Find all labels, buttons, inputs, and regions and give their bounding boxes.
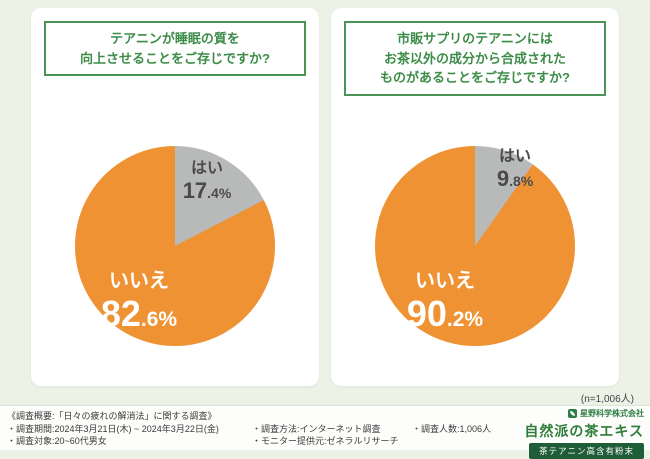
pie-1-graphic xyxy=(75,146,275,346)
question-box-2: 市販サプリのテアニンには お茶以外の成分から合成された ものがあることをご存じで… xyxy=(344,21,606,96)
survey-count: ・調査人数:1,006人 xyxy=(412,424,492,434)
survey-overview-title: 《調査概要:「日々の疲れの解消法」に関する調査》 xyxy=(7,411,217,421)
question-text-2: 市販サプリのテアニンには お茶以外の成分から合成された ものがあることをご存じで… xyxy=(380,31,570,85)
pie-1-no-name: いいえ xyxy=(109,270,169,292)
pie-1-no-value-frac: .6% xyxy=(140,308,178,331)
pie-1-yes-value: 17.4% xyxy=(183,178,232,203)
survey-card-2: 市販サプリのテアニンには お茶以外の成分から合成された ものがあることをご存じで… xyxy=(331,8,619,386)
pie-2-graphic xyxy=(375,146,575,346)
brand-block: 星野科学株式会社 自然派の茶エキス 茶テアニン高含有粉末 xyxy=(524,408,644,459)
pie-1-no-label: いいえ 82.6% xyxy=(83,270,195,334)
pie-2-yes-value-frac: .8% xyxy=(509,173,534,190)
company-leaf-logo-icon xyxy=(568,409,577,418)
pie-2-no-value-int: 90 xyxy=(406,293,447,334)
brand-product-name: 自然派の茶エキス xyxy=(524,425,644,440)
survey-card-1: テアニンが睡眠の質を 向上させることをご存じですか? はい 17.4% いいえ … xyxy=(31,8,319,386)
pie-2-yes-value: 9.8% xyxy=(497,166,533,191)
brand-product-ribbon: 茶テアニン高含有粉末 xyxy=(529,443,644,459)
pie-2-yes-label: はい 9.8% xyxy=(473,148,557,192)
pie-1-yes-value-frac: .4% xyxy=(207,185,232,202)
brand-company-row: 星野科学株式会社 xyxy=(568,408,644,419)
pie-1-no-value: 82.6% xyxy=(101,293,177,334)
survey-monitor: ・モニター提供元:ゼネラルリサーチ xyxy=(252,436,399,446)
survey-method: ・調査方法:インターネット調査 xyxy=(252,424,381,434)
survey-footer: 《調査概要:「日々の疲れの解消法」に関する調査》 ・調査期間:2024年3月21… xyxy=(0,405,650,459)
question-text-1: テアニンが睡眠の質を 向上させることをご存じですか? xyxy=(80,31,270,66)
pie-2-no-label: いいえ 90.2% xyxy=(389,270,501,334)
pie-1-no-value-int: 82 xyxy=(100,293,141,334)
pie-2-yes-name: はい xyxy=(498,148,531,165)
company-name: 星野科学株式会社 xyxy=(580,409,644,418)
survey-target: ・調査対象:20~60代男女 xyxy=(7,436,107,446)
survey-period: ・調査期間:2024年3月21日(木) ~ 2024年3月22日(金) xyxy=(7,424,219,434)
pie-2-no-value-frac: .2% xyxy=(446,308,484,331)
pie-1-yes-label: はい 17.4% xyxy=(165,160,249,204)
pie-chart-1: はい 17.4% いいえ 82.6% xyxy=(75,146,275,346)
pie-1-yes-name: はい xyxy=(190,160,223,177)
pie-2-no-value: 90.2% xyxy=(407,293,483,334)
sample-size-note: (n=1,006人) xyxy=(580,394,634,405)
pie-1-yes-value-int: 17 xyxy=(182,178,208,204)
pie-2-no-name: いいえ xyxy=(415,270,475,292)
pie-2-yes-value-int: 9 xyxy=(496,166,510,192)
question-box-1: テアニンが睡眠の質を 向上させることをご存じですか? xyxy=(44,21,306,76)
pie-chart-2: はい 9.8% いいえ 90.2% xyxy=(375,146,575,346)
